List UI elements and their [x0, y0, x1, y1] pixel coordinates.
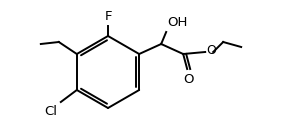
Text: OH: OH — [167, 16, 188, 29]
Text: O: O — [206, 44, 216, 56]
Text: Cl: Cl — [44, 105, 57, 118]
Text: F: F — [104, 10, 112, 23]
Text: O: O — [183, 73, 194, 86]
